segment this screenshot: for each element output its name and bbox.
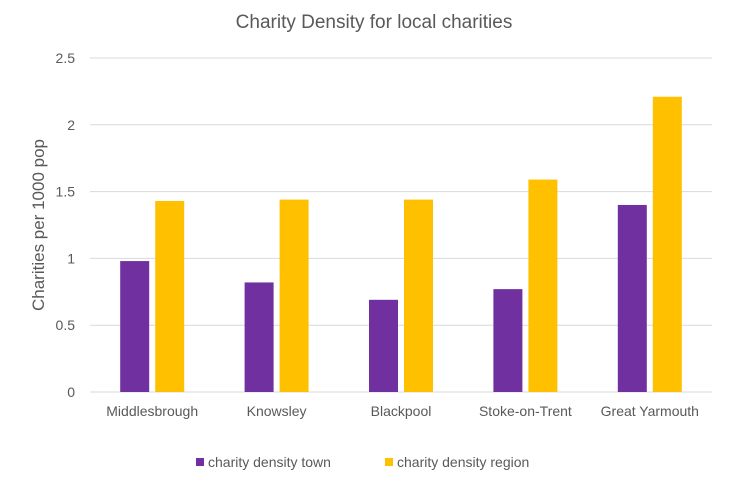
- bar-region: [528, 179, 558, 392]
- bar-region: [652, 96, 682, 392]
- chart-title: Charity Density for local charities: [236, 12, 513, 33]
- bar-region: [404, 199, 433, 392]
- y-tick-label: 2: [67, 117, 75, 133]
- bar-town: [120, 261, 150, 392]
- x-tick-label: Stoke-on-Trent: [479, 403, 572, 419]
- y-tick-label: 0.5: [56, 317, 76, 333]
- y-tick-label: 2.5: [56, 50, 76, 66]
- legend-swatch: [196, 458, 204, 466]
- legend-label: charity density town: [208, 454, 331, 470]
- y-tick-label: 1.5: [56, 184, 76, 200]
- bar-region: [279, 199, 309, 392]
- bar-region: [155, 200, 185, 392]
- bar-town: [617, 204, 647, 392]
- y-tick-label: 0: [67, 384, 75, 400]
- x-tick-label: Blackpool: [371, 403, 432, 419]
- bar-town: [493, 289, 523, 392]
- x-tick-label: Middlesbrough: [106, 403, 198, 419]
- x-tick-label: Great Yarmouth: [601, 403, 699, 419]
- y-axis-label: Charities per 1000 pop: [29, 139, 48, 311]
- y-tick-label: 1: [67, 250, 75, 266]
- legend-swatch: [385, 458, 393, 466]
- x-tick-label: Knowsley: [247, 403, 307, 419]
- bar-town: [369, 299, 398, 392]
- legend-label: charity density region: [397, 454, 529, 470]
- bar-town: [244, 282, 274, 392]
